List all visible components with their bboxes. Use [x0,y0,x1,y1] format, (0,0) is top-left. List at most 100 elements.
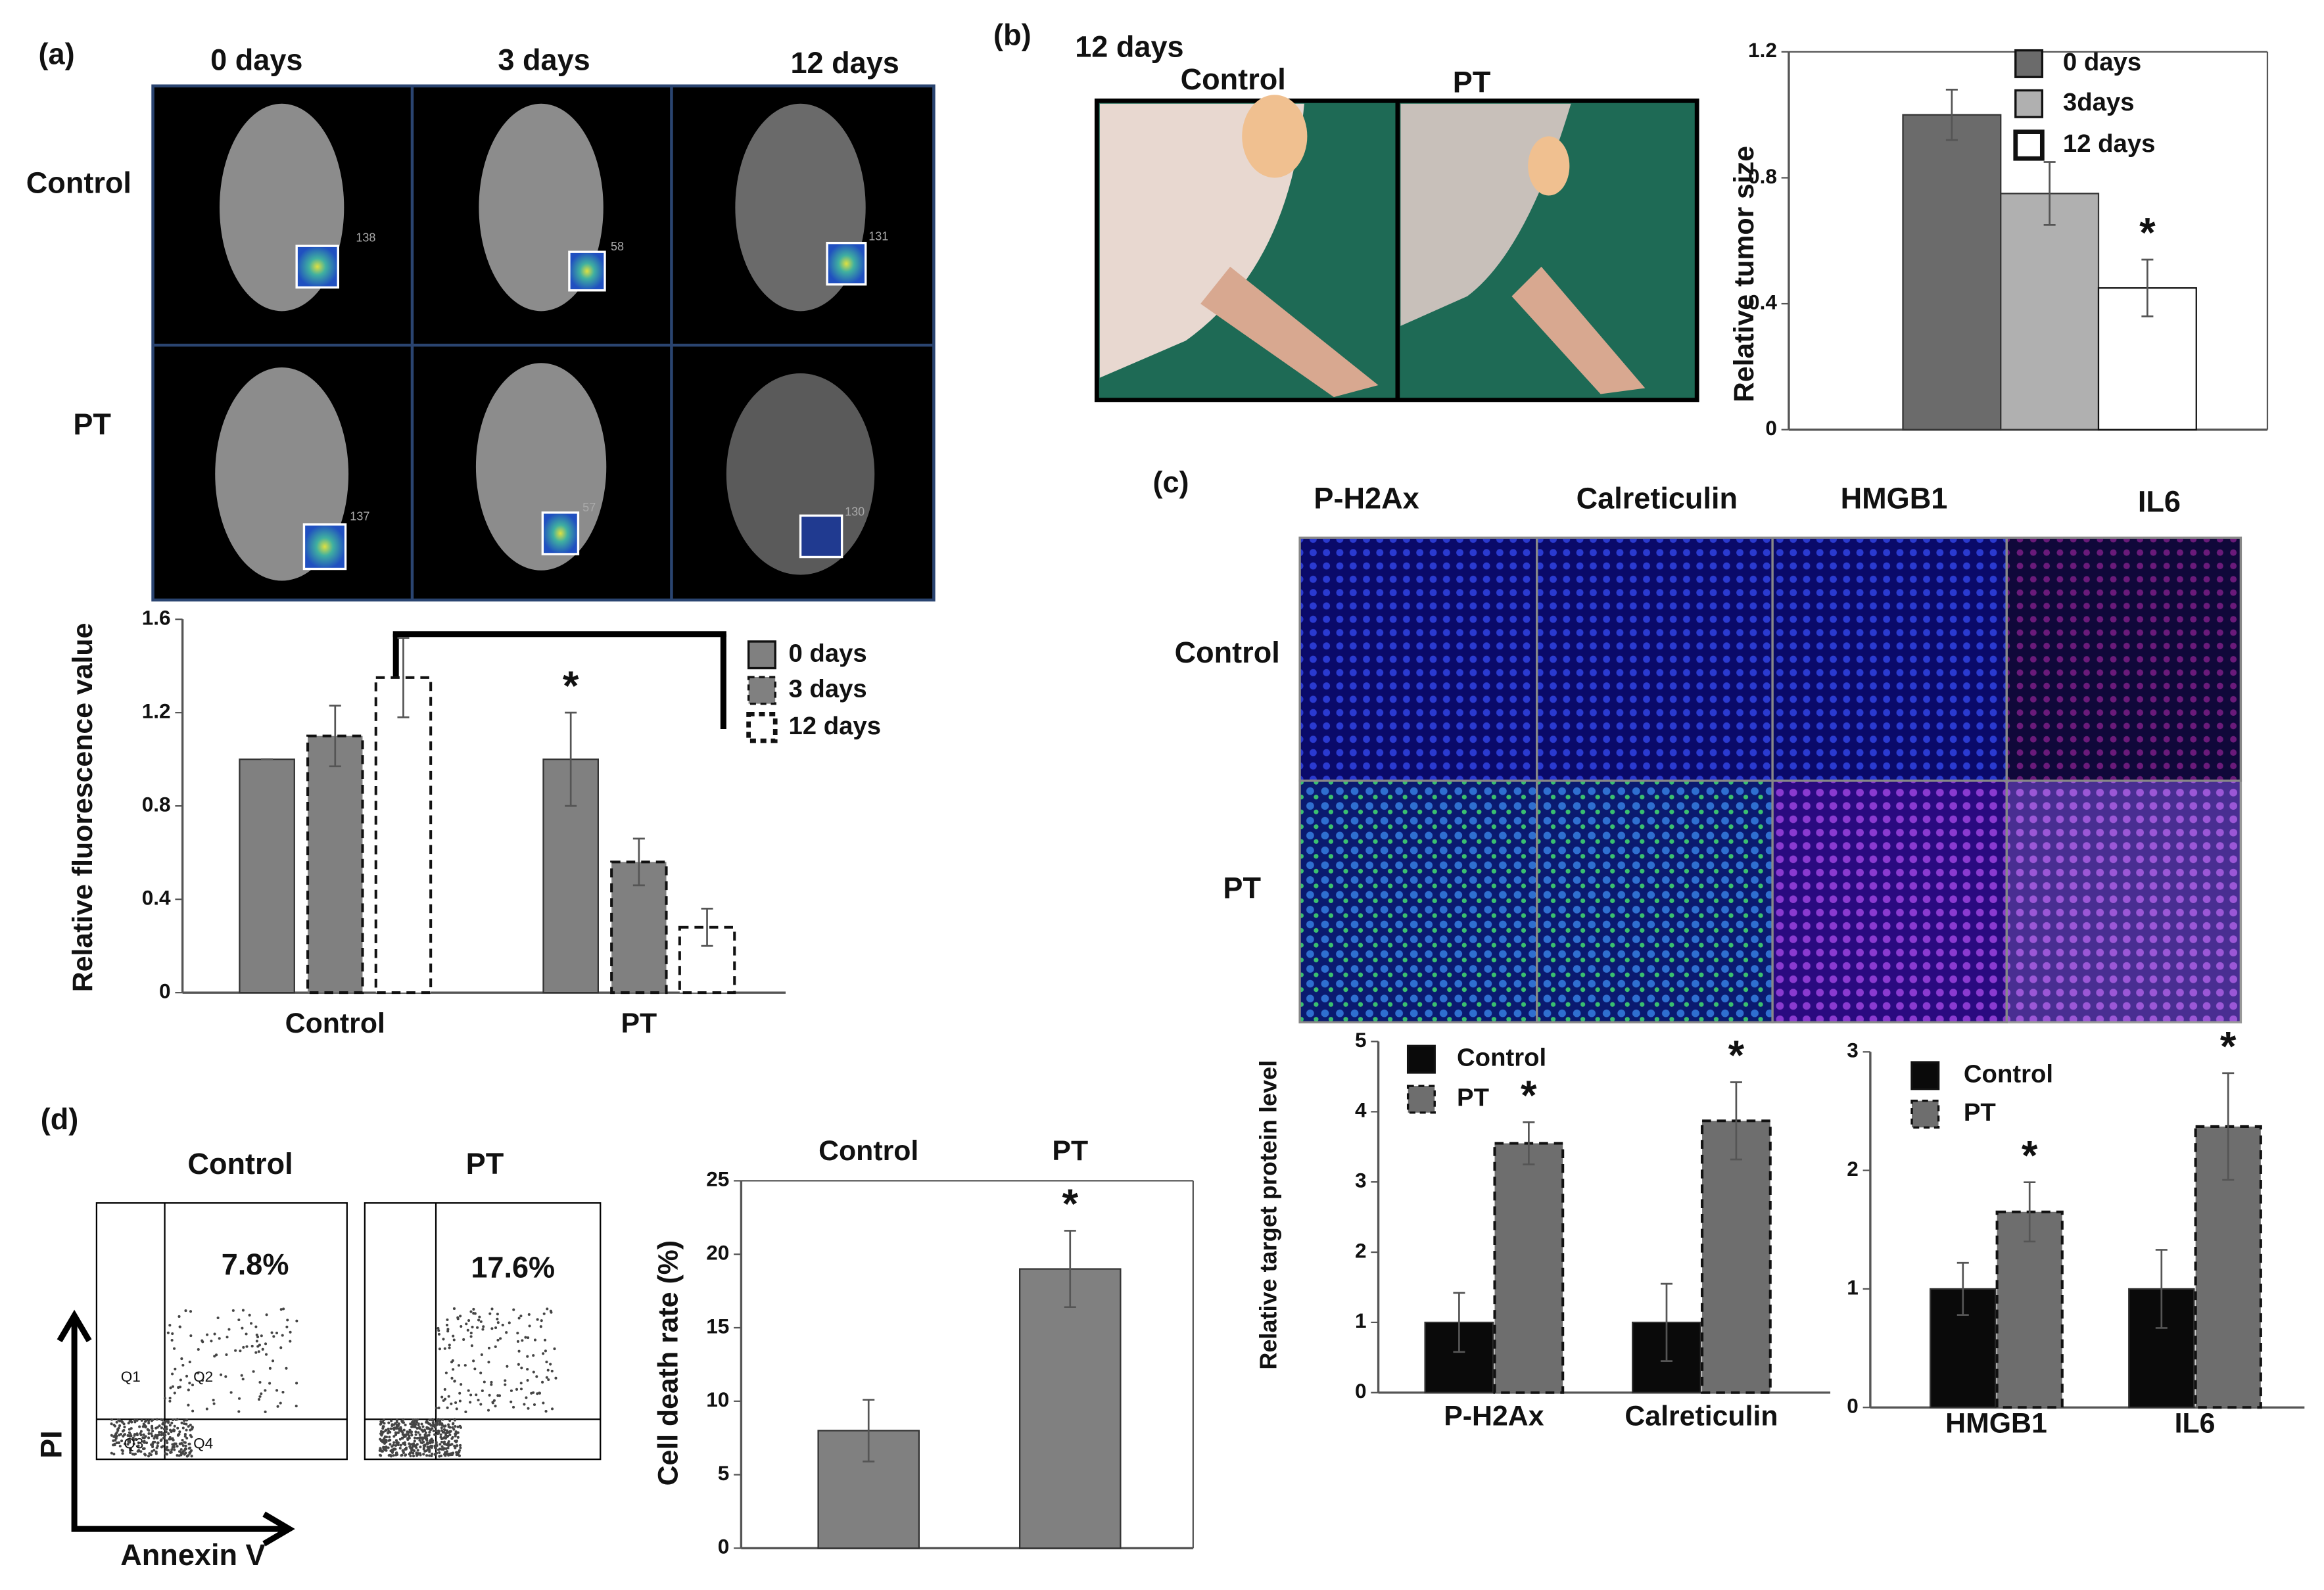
event-dot [392,1454,395,1457]
error-bar [2024,1181,2036,1243]
event-dot [114,1435,117,1438]
event-dot [439,1443,442,1446]
event-dot [451,1426,454,1429]
event-dot [227,1328,231,1331]
event-dot [165,1428,168,1431]
event-dot [116,1429,120,1432]
event-dot [160,1445,163,1449]
y-tick-label: 2 [1847,1157,1859,1181]
event-dot [431,1418,434,1421]
event-dot [134,1438,137,1441]
event-dot [264,1353,268,1356]
event-dot [431,1427,434,1430]
event-dot [213,1332,216,1336]
event-dot [240,1374,243,1377]
event-dot [396,1431,400,1434]
event-dot [387,1421,391,1424]
y-tick-label: 0 [718,1535,730,1558]
event-dot [456,1317,460,1321]
event-dot [526,1379,529,1382]
event-dot [151,1450,154,1453]
event-dot [380,1439,383,1442]
event-dot [383,1422,386,1425]
event-dot [448,1430,452,1433]
event-dot [212,1402,216,1405]
significance-mark: * [2139,210,2156,256]
event-dot [432,1429,435,1432]
event-dot [137,1444,140,1447]
event-dot [258,1380,262,1384]
event-dot [151,1441,154,1445]
event-dot [420,1422,423,1426]
event-dot [532,1354,535,1357]
event-dot [155,1418,158,1421]
event-dot [216,1316,220,1320]
event-dot [183,1453,186,1456]
event-dot [179,1448,183,1451]
event-dot [437,1326,440,1330]
event-dot [418,1433,421,1436]
event-dot [167,1449,170,1452]
event-dot [442,1338,445,1341]
panel-label: (d) [41,1102,79,1136]
event-dot [459,1315,462,1318]
event-dot [435,1407,438,1410]
event-dot [411,1420,414,1424]
event-dot [404,1423,407,1426]
event-dot [166,1331,170,1334]
event-dot [224,1375,227,1378]
event-dot [453,1380,456,1383]
event-dot [128,1435,131,1438]
y-tick-label: 0 [159,979,171,1002]
event-dot [448,1344,451,1347]
event-dot [113,1442,116,1445]
event-dot [469,1393,473,1397]
event-dot [446,1406,449,1409]
event-dot [237,1319,241,1322]
event-dot [465,1322,468,1326]
event-dot [456,1425,460,1428]
event-dot [133,1434,136,1437]
event-dot [167,1432,170,1436]
event-dot [191,1427,194,1430]
event-dot [423,1428,426,1432]
error-bar [397,637,410,718]
event-dot [185,1436,189,1439]
event-dot [466,1328,469,1332]
event-dot [494,1326,498,1330]
event-dot [494,1405,497,1408]
event-dot [504,1379,507,1382]
event-dot [171,1372,174,1376]
y-tick-label: 0 [1765,416,1777,440]
event-dot [410,1434,414,1437]
event-dot [379,1430,383,1433]
event-dot [183,1419,186,1422]
event-dot [454,1401,458,1405]
y-tick-label: 3 [1355,1169,1367,1192]
event-dot [459,1443,462,1447]
event-dot [172,1418,175,1422]
event-dot [440,1445,444,1448]
event-dot [454,1434,457,1438]
event-dot [205,1407,208,1411]
significance-mark: * [1728,1033,1745,1079]
event-dot [410,1451,413,1454]
event-dot [413,1439,416,1443]
event-dot [279,1401,282,1405]
bar [239,759,295,994]
event-dot [408,1436,411,1439]
y-tick-label: 0.4 [142,885,171,909]
tumor-photo [1094,95,1699,402]
legend-label: Control [1457,1044,1546,1072]
event-dot [512,1308,515,1311]
event-dot [395,1427,398,1430]
event-dot [160,1433,163,1436]
column-label: PT [1453,65,1491,99]
event-dot [181,1444,185,1447]
bar [1701,1119,1772,1394]
event-dot [181,1439,184,1442]
event-dot [452,1338,456,1342]
event-dot [438,1451,441,1455]
event-dot [218,1337,221,1340]
column-label: Calreticulin [1577,482,1738,515]
